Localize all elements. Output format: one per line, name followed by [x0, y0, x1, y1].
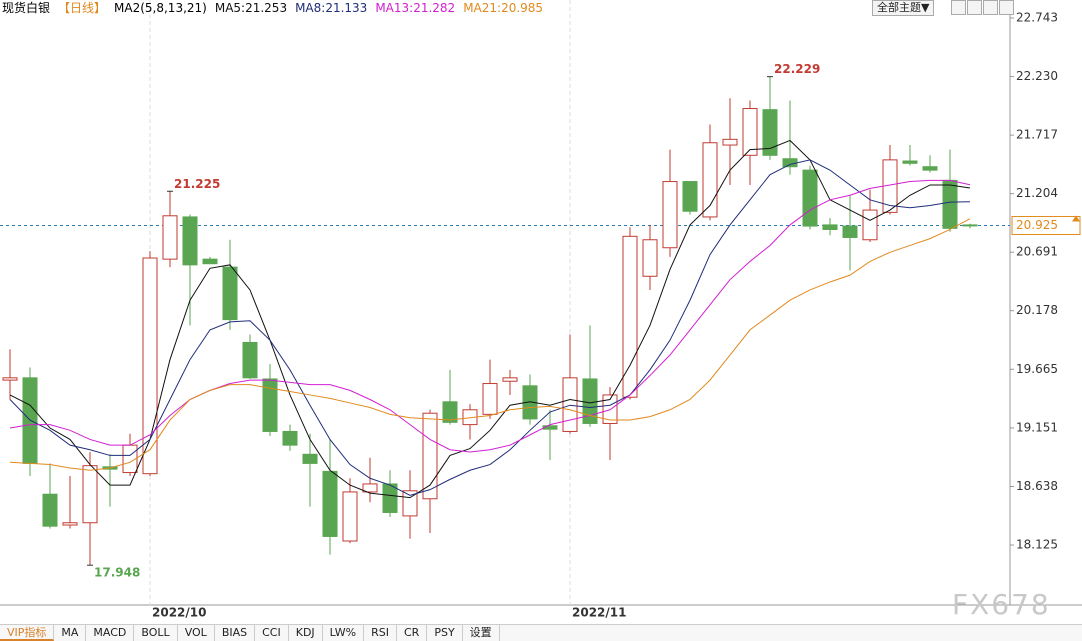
candle-body [962, 224, 978, 227]
candle-body [282, 430, 298, 446]
tab[interactable]: RSI [364, 625, 397, 641]
candle-body [722, 138, 738, 146]
candle-body [382, 483, 398, 513]
candle-body [342, 491, 358, 542]
candle-body [802, 169, 818, 227]
candle-body [142, 257, 158, 475]
y-tick-label: 20.691 [1016, 245, 1058, 259]
y-tick-label: 18.638 [1016, 479, 1058, 493]
candle-body [642, 239, 658, 277]
candle-body [222, 266, 238, 321]
tab[interactable]: BIAS [215, 625, 256, 641]
tab[interactable]: PSY [427, 625, 463, 641]
tab[interactable]: VIP指标 [0, 625, 55, 641]
candle-body [362, 483, 378, 493]
candle-body [502, 377, 518, 382]
candle-body [542, 425, 558, 430]
price-arrow [1072, 215, 1080, 222]
candle-body [822, 224, 838, 230]
candle-body [242, 341, 258, 379]
low-label: 17.948 [94, 566, 140, 580]
period[interactable]: 【日线】 [58, 1, 107, 15]
candle-body [22, 377, 38, 464]
tab[interactable]: VOL [178, 625, 215, 641]
chart: 18.125 18.638 19.151 19.665 20.178 20.691 21.2… [0, 0, 1082, 620]
high-label: 22.229 [774, 62, 820, 76]
tab[interactable]: LW% [323, 625, 365, 641]
candle-body [862, 209, 878, 241]
candle-body [922, 166, 938, 171]
y-tick-label: 20.178 [1016, 303, 1058, 317]
last-price-label: 20.925 [1016, 218, 1058, 232]
tab[interactable]: CR [397, 625, 428, 641]
candle-body [842, 225, 858, 238]
last-price-box [1011, 215, 1081, 235]
y-tick-label: 22.743 [1016, 11, 1058, 25]
y-tick-label: 18.125 [1016, 537, 1058, 551]
ma-line [9, 159, 971, 496]
tab[interactable]: 设置 [463, 625, 500, 641]
candle-body [202, 258, 218, 265]
candle-body [522, 385, 538, 420]
candle-body [262, 378, 278, 432]
legend-entry: MA8:21.133 [295, 1, 368, 15]
theme-button[interactable]: 全部主题▼ [872, 0, 935, 16]
ma-line [9, 218, 971, 471]
candle-body [482, 383, 498, 415]
candle-body [162, 215, 178, 260]
indicator: MA2(5,8,13,21) [114, 1, 207, 15]
y-tick-label: 22.230 [1016, 69, 1058, 83]
tool-icon[interactable] [983, 0, 998, 15]
symbol: 现货白银 [2, 1, 51, 15]
candle-body [682, 181, 698, 212]
tool-icon[interactable] [967, 0, 982, 15]
candle-body [422, 412, 438, 500]
tool-icon[interactable] [951, 0, 966, 15]
candle-body [322, 470, 338, 537]
legend-entry: MA13:21.282 [375, 1, 456, 15]
tool-icon[interactable] [999, 0, 1014, 15]
candle-body [942, 179, 958, 229]
candle-body [182, 216, 198, 266]
y-tick-label: 19.665 [1016, 362, 1058, 376]
candle-body [742, 108, 758, 156]
candle-body [582, 378, 598, 424]
candle-body [622, 235, 638, 398]
legend-entry: MA21:20.985 [463, 1, 544, 15]
x-tick-label: 2022/10 [152, 606, 206, 620]
candle-body [762, 109, 778, 156]
legend-entry: MA5:21.253 [214, 1, 288, 15]
tab[interactable]: MACD [86, 625, 135, 641]
indicator-tabs: VIP指标 MA MACD BOLL VOL BIAS CCI KDJ LW% RSI CR PSY 设… [0, 624, 1082, 641]
candle-body [62, 522, 78, 526]
candle-body [902, 160, 918, 164]
x-tick-label: 2022/11 [572, 606, 626, 620]
y-tick-label: 21.204 [1016, 186, 1058, 200]
tab[interactable]: BOLL [134, 625, 178, 641]
candle-body [442, 401, 458, 423]
y-tick-label: 19.151 [1016, 420, 1058, 434]
tab[interactable]: MA [54, 625, 87, 641]
candle-body [82, 465, 98, 524]
y-tick-label: 21.717 [1016, 128, 1058, 142]
tab[interactable]: KDJ [289, 625, 323, 641]
candle-body [662, 181, 678, 249]
candle-body [302, 453, 318, 464]
header: 现货白银 【日线】 MA2(5,8,13,21) MA5:21.253 MA8:2… [2, 0, 543, 16]
candle-body [42, 493, 58, 527]
watermark: FX678 [952, 588, 1051, 621]
candle-body [562, 377, 578, 432]
candle-body [2, 377, 18, 381]
candle-body [782, 158, 798, 168]
ma-line [9, 179, 971, 453]
high-label: 21.225 [174, 177, 220, 191]
tab[interactable]: CCI [255, 625, 289, 641]
